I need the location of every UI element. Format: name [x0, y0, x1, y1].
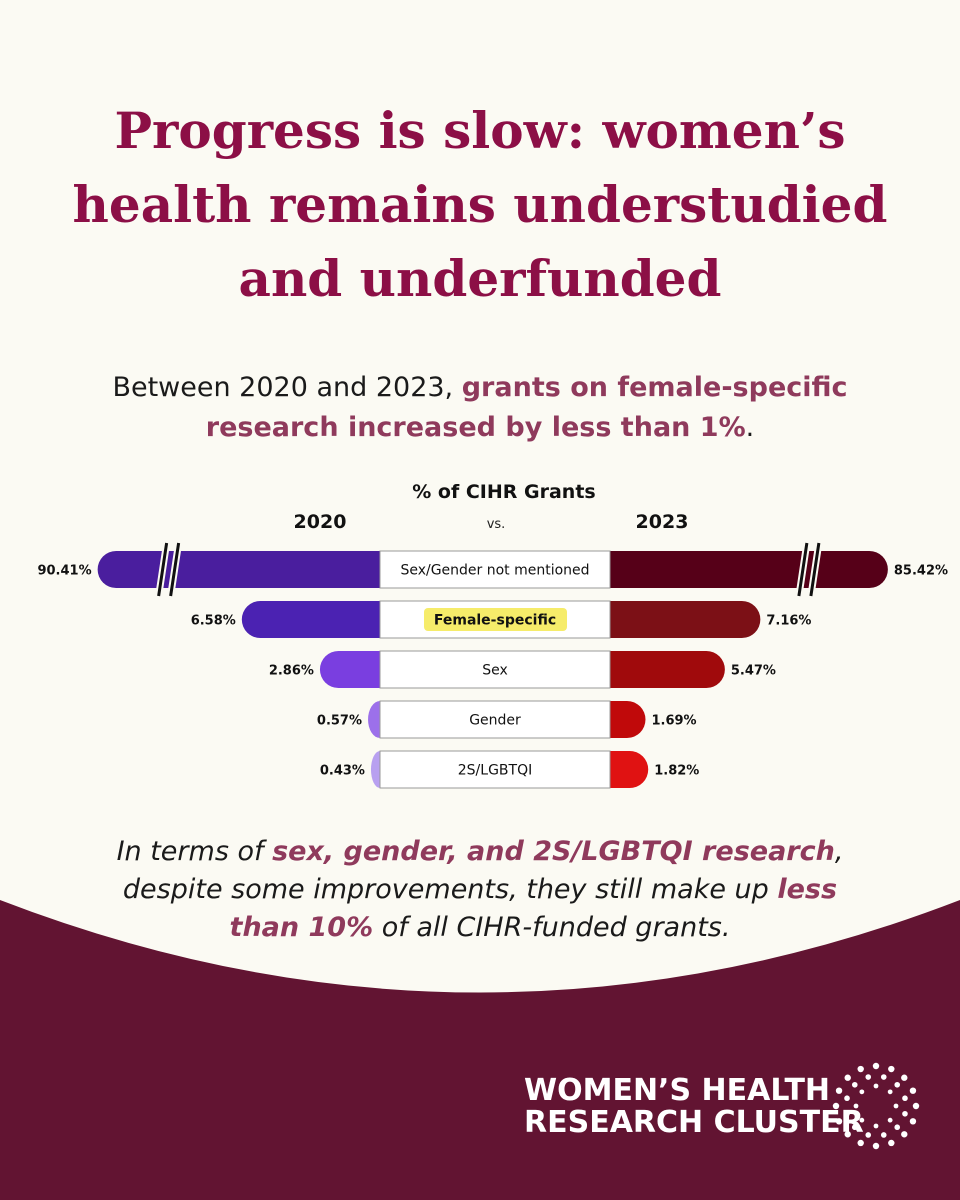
logo-dot: [857, 1139, 864, 1147]
intro-text: .: [746, 412, 755, 443]
footer-emphasis: less: [777, 874, 837, 905]
logo-dot: [912, 1102, 920, 1110]
logo-dot: [832, 1102, 840, 1110]
category-label: Sex: [482, 663, 508, 679]
axis-break: [157, 542, 181, 597]
logo-dot: [844, 1110, 850, 1117]
separator: vs.: [487, 517, 506, 532]
value-label: 85.42%: [894, 564, 948, 579]
footer-line: In terms of sex, gender, and 2S/LGBTQI r…: [117, 836, 844, 867]
footer-emphasis: sex, gender, and 2S/LGBTQI research: [272, 836, 835, 867]
logo-dot: [859, 1117, 865, 1123]
logo-dot: [844, 1074, 851, 1081]
value-label: 1.82%: [654, 764, 699, 779]
logo-dot: [888, 1065, 895, 1073]
value-label: 90.41%: [37, 564, 91, 579]
logo-dot: [894, 1081, 901, 1088]
value-label: 1.69%: [651, 714, 696, 729]
chart: % of CIHR Grants 2020 vs. 2023 90.41% 85.…: [37, 481, 948, 789]
logo-dot: [893, 1103, 899, 1109]
logo-dot: [873, 1083, 879, 1089]
logo-dot: [857, 1065, 864, 1073]
logo-dot: [880, 1132, 887, 1138]
series-label: 2020: [294, 511, 347, 533]
footer-line: despite some improvements, they still ma…: [123, 874, 837, 905]
logo-icon: [832, 1062, 920, 1150]
series-label: 2023: [636, 511, 689, 533]
logo-dot: [872, 1062, 880, 1070]
logo-dot: [909, 1087, 917, 1094]
footer-band: [0, 900, 960, 1200]
logo-dot: [894, 1124, 901, 1131]
bar: [610, 601, 761, 638]
logo-dot: [887, 1089, 893, 1095]
footer-text: despite some improvements, they still ma…: [123, 874, 777, 905]
footer-text: ,: [835, 836, 844, 867]
bar: [370, 751, 380, 788]
value-label: 7.16%: [766, 614, 811, 629]
intro-line: research increased by less than 1%.: [206, 412, 754, 443]
category-box: [379, 650, 611, 689]
logo-text: RESEARCH CLUSTER: [524, 1105, 864, 1140]
bar: [241, 601, 380, 638]
value-label: 0.43%: [320, 764, 365, 779]
value-label: 6.58%: [191, 614, 236, 629]
logo-dot: [888, 1139, 895, 1147]
logo-dot: [902, 1095, 908, 1102]
logo-dot: [851, 1081, 858, 1088]
footer-emphasis: than 10%: [230, 912, 374, 943]
title-line: and underfunded: [239, 249, 722, 308]
logo-dot: [865, 1132, 872, 1138]
logo-dot: [872, 1142, 880, 1150]
logo-dot: [835, 1087, 843, 1094]
value-label: 0.57%: [317, 714, 362, 729]
bar: [97, 551, 381, 588]
value-label: 5.47%: [731, 664, 776, 679]
logo-dot: [865, 1074, 872, 1080]
footer-text: of all CIHR-funded grants.: [373, 912, 730, 943]
footer-text: In terms of: [117, 836, 273, 867]
category-label: Gender: [469, 713, 521, 729]
intro-line: Between 2020 and 2023, grants on female-…: [112, 372, 847, 403]
category-label: 2S/LGBTQI: [458, 763, 532, 779]
logo-dot: [844, 1131, 851, 1138]
title-line: Progress is slow: women’s: [114, 101, 845, 160]
bar: [368, 701, 380, 738]
logo-dot: [853, 1103, 859, 1109]
logo-dot: [859, 1089, 865, 1095]
logo-dot: [901, 1074, 908, 1081]
footer-line: than 10% of all CIHR-funded grants.: [230, 912, 731, 943]
logo-dot: [880, 1074, 887, 1080]
axis-break: [797, 542, 821, 597]
logo-dot: [909, 1118, 917, 1125]
intro-text: Between 2020 and 2023,: [112, 372, 461, 403]
bar: [319, 651, 380, 688]
logo-dot: [873, 1123, 879, 1129]
category-label: Sex/Gender not mentioned: [400, 563, 589, 579]
bar: [610, 751, 649, 788]
highlight: [424, 608, 567, 631]
logo-dot: [844, 1095, 850, 1102]
bar: [610, 551, 888, 588]
category-box: [379, 700, 611, 739]
value-label: 2.86%: [269, 664, 314, 679]
intro-emphasis: grants on female-specific: [462, 372, 848, 403]
logo-dot: [851, 1124, 858, 1131]
logo-dot: [902, 1110, 908, 1117]
category-label: Female-specific: [434, 613, 556, 629]
intro-emphasis: research increased by less than 1%: [206, 412, 746, 443]
logo-dot: [901, 1131, 908, 1138]
logo-dot: [835, 1118, 843, 1125]
category-box: [379, 550, 611, 589]
bar: [610, 701, 646, 738]
logo-text: WOMEN’S HEALTH: [524, 1073, 830, 1108]
chart-title: % of CIHR Grants: [412, 481, 595, 503]
category-box: [379, 750, 611, 789]
title-line: health remains understudied: [73, 175, 888, 234]
logo-dot: [887, 1117, 893, 1123]
bar: [610, 651, 725, 688]
